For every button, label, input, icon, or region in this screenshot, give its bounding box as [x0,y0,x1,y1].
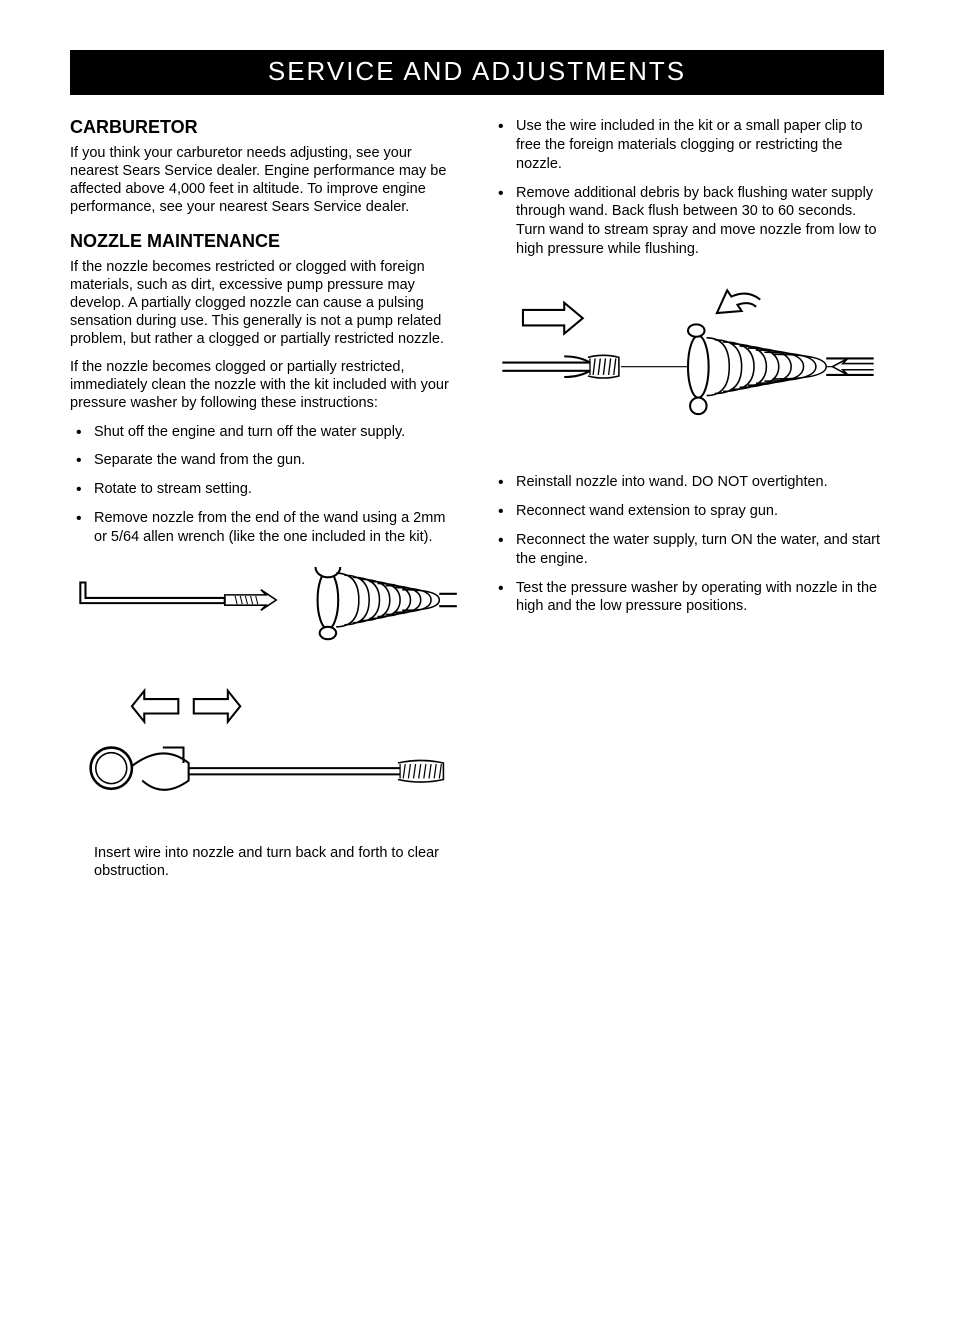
list-item: Use the wire included in the kit or a sm… [492,117,884,174]
heading-nozzle: NOZZLE MAINTENANCE [70,231,462,252]
para-nozzle-2: If the nozzle becomes clogged or partial… [70,358,462,412]
list-item: Remove additional debris by back flushin… [492,184,884,259]
diagram-backflush [492,279,884,454]
para-nozzle-1: If the nozzle becomes restricted or clog… [70,258,462,349]
right-steps-bottom: Reinstall nozzle into wand. DO NOT overt… [492,473,884,616]
list-item: Shut off the engine and turn off the wat… [70,423,462,442]
list-item: Reconnect wand extension to spray gun. [492,502,884,521]
list-item: Separate the wand from the gun. [70,451,462,470]
list-item: Reconnect the water supply, turn ON the … [492,531,884,569]
left-column: CARBURETOR If you think your carburetor … [70,117,462,890]
right-column: Use the wire included in the kit or a sm… [492,117,884,890]
two-column-layout: CARBURETOR If you think your carburetor … [70,117,884,890]
heading-carburetor: CARBURETOR [70,117,462,138]
list-item: Remove nozzle from the end of the wand u… [70,509,462,547]
left-steps-list: Shut off the engine and turn off the wat… [70,423,462,547]
list-item: Reinstall nozzle into wand. DO NOT overt… [492,473,884,492]
para-carburetor: If you think your carburetor needs adjus… [70,144,462,217]
list-item: Rotate to stream setting. [70,480,462,499]
diagram-nozzle-removal [70,567,462,825]
section-title-bar: SERVICE AND ADJUSTMENTS [70,50,884,95]
right-steps-top: Use the wire included in the kit or a sm… [492,117,884,259]
list-item: Test the pressure washer by operating wi… [492,579,884,617]
diagram-caption: Insert wire into nozzle and turn back an… [94,844,462,880]
